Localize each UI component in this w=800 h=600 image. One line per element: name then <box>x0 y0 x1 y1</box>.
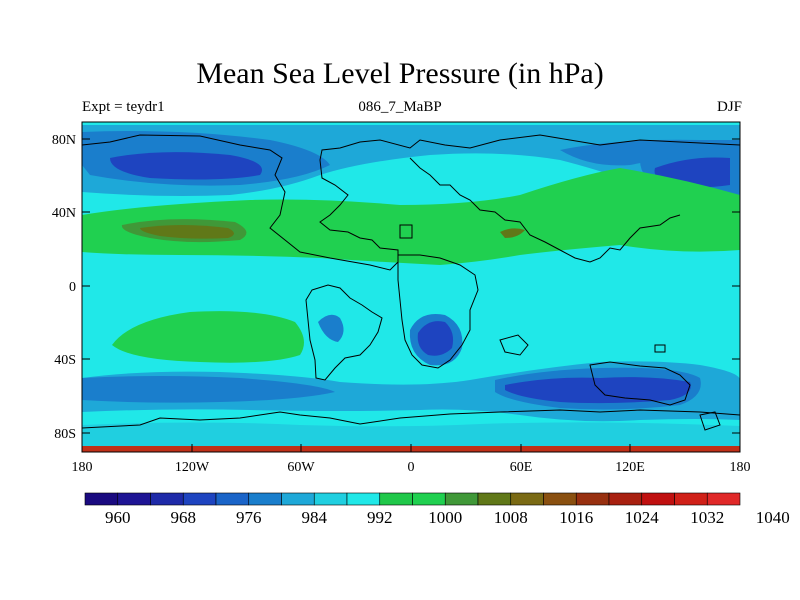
field-south-high <box>112 311 304 363</box>
field-antarctic <box>82 422 740 448</box>
season-label: DJF <box>716 99 742 115</box>
outline-eurasia <box>409 157 681 263</box>
outline-africa <box>397 254 479 369</box>
field-south-low-east-core <box>505 377 691 404</box>
colorbar-label: 1024 <box>625 508 660 527</box>
colorbar-label: 992 <box>367 508 393 527</box>
colorbar-swatch <box>84 492 119 506</box>
field-south-low-west <box>82 376 335 403</box>
x-axis-ticks <box>81 444 741 452</box>
colorbar-swatch <box>346 492 381 506</box>
outline-north <box>82 134 740 271</box>
colorbar-swatch <box>117 492 151 506</box>
colorbar-swatch <box>281 492 315 506</box>
x-tick-label: 120W <box>175 460 210 475</box>
continent-outlines <box>82 134 740 431</box>
colorbar-swatch <box>477 492 512 506</box>
colorbar-swatch <box>412 492 446 506</box>
outline-island <box>399 224 413 239</box>
colorbar-swatch <box>379 492 413 506</box>
colorbar-swatch <box>543 492 577 506</box>
y-tick-label: 40N <box>52 206 76 221</box>
colorbar-swatch <box>182 492 217 506</box>
x-tick-label: 0 <box>408 460 415 475</box>
outline-nz <box>654 344 666 353</box>
colorbar-label: 1008 <box>494 508 528 527</box>
field-south-america-low <box>318 314 344 342</box>
field-high-core-east <box>500 228 525 238</box>
y-tick-label: 80N <box>52 133 76 148</box>
outline-madagascar <box>499 334 529 356</box>
y-tick-label: 40S <box>54 353 76 368</box>
outline-australia <box>589 361 691 406</box>
x-tick-label: 120E <box>615 460 645 475</box>
y-tick-label: 80S <box>54 427 76 442</box>
field-subtropical-high-band <box>82 168 740 265</box>
colorbar <box>84 492 741 506</box>
y-axis-ticks <box>82 138 740 434</box>
x-tick-label: 60W <box>287 460 315 475</box>
colorbar-swatch <box>510 492 544 506</box>
period-label: 086_7_MaBP <box>358 99 442 115</box>
colorbar-label: 984 <box>302 508 328 527</box>
map-title: Mean Sea Level Pressure (in hPa) <box>196 57 604 90</box>
x-axis-labels: 180 120W 60W 0 60E 120E 180 <box>72 460 751 475</box>
field-high-core-west-center <box>140 225 234 239</box>
colorbar-swatch <box>641 492 675 506</box>
field-africa-low-core <box>417 321 454 356</box>
colorbar-swatch <box>706 492 741 506</box>
colorbar-label: 1000 <box>428 508 462 527</box>
y-tick-label: 0 <box>69 280 76 295</box>
colorbar-label: 1040 <box>756 508 790 527</box>
colorbar-label: 960 <box>105 508 131 527</box>
y-axis-labels: 80N 40N 0 40S 80S <box>52 133 76 442</box>
colorbar-swatch <box>575 492 610 506</box>
experiment-label: Expt = teydr1 <box>82 99 165 115</box>
field-north-low-1-core <box>110 152 262 180</box>
colorbar-label: 1032 <box>690 508 724 527</box>
x-tick-label: 60E <box>510 460 533 475</box>
outline-antarctica <box>82 409 740 429</box>
colorbar-swatch <box>215 492 250 506</box>
colorbar-label: 968 <box>171 508 197 527</box>
colorbar-label: 976 <box>236 508 262 527</box>
outline-small-island <box>699 411 721 431</box>
x-tick-label: 180 <box>72 460 93 475</box>
colorbar-swatch <box>608 492 643 506</box>
colorbar-swatch <box>444 492 479 506</box>
colorbar-swatch <box>313 492 348 506</box>
colorbar-swatch <box>674 492 708 506</box>
pressure-field <box>82 122 740 452</box>
colorbar-labels: 960 968 976 984 992 1000 1008 1016 1024 1032 1040 <box>105 508 790 527</box>
outline-south-america <box>305 284 383 381</box>
colorbar-swatch <box>248 492 282 506</box>
colorbar-swatch <box>150 492 184 506</box>
x-tick-label: 180 <box>730 460 751 475</box>
colorbar-label: 1016 <box>559 508 593 527</box>
field-north-low-3 <box>560 139 740 166</box>
